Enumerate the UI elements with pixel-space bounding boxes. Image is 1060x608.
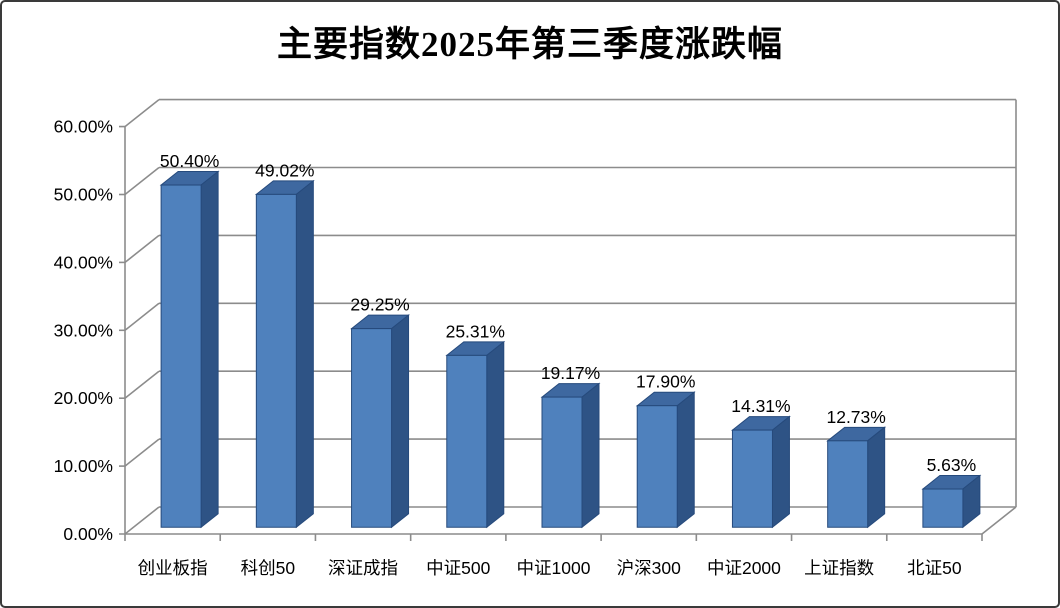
- bar-front-face: [541, 396, 583, 528]
- bar-side-face: [200, 170, 219, 529]
- bar-front-face: [160, 184, 202, 528]
- bar-side-face: [771, 415, 790, 529]
- y-axis-label: 0.00%: [63, 524, 113, 544]
- y-axis-label: 60.00%: [54, 117, 113, 137]
- bar-front-face: [351, 328, 393, 528]
- bar-front-face: [922, 488, 964, 528]
- bar-front-face: [636, 405, 678, 528]
- y-axis-label: 40.00%: [54, 252, 113, 272]
- bar-data-label: 29.25%: [350, 295, 409, 315]
- x-axis-label: 中证1000: [517, 558, 591, 578]
- bar-side-face: [295, 179, 314, 529]
- gridline-depth-connector: [124, 370, 160, 399]
- y-axis-label: 50.00%: [54, 185, 113, 205]
- floor-right-edge: [981, 506, 1017, 535]
- bar-side-face: [867, 426, 886, 529]
- bar-side-face: [486, 340, 505, 529]
- x-axis-label: 创业板指: [138, 558, 208, 578]
- bar-data-label: 17.90%: [636, 372, 695, 392]
- x-axis-label: 北证50: [907, 558, 962, 578]
- bar-data-label: 12.73%: [826, 407, 885, 427]
- bar-side-face: [676, 391, 695, 529]
- y-axis-label: 30.00%: [54, 320, 113, 340]
- x-axis-label: 深证成指: [328, 558, 398, 578]
- bar-front-face: [731, 429, 773, 528]
- gridline-depth-connector: [124, 166, 160, 196]
- y-axis-label: 10.00%: [54, 456, 113, 476]
- bar-data-label: 19.17%: [541, 363, 600, 383]
- x-axis-label: 上证指数: [804, 558, 874, 578]
- gridline-depth-connector: [124, 302, 160, 331]
- bar-data-label: 14.31%: [731, 396, 790, 416]
- bar-front-face: [255, 193, 297, 528]
- x-axis-label: 科创50: [241, 558, 296, 578]
- bar-data-label: 49.02%: [255, 160, 314, 180]
- bar-front-face: [446, 354, 488, 528]
- x-axis-label: 中证500: [426, 558, 490, 578]
- gridline-depth-connector: [124, 438, 160, 467]
- bar-data-label: 5.63%: [927, 455, 977, 475]
- chart-title: 主要指数2025年第三季度涨跌幅: [276, 25, 783, 64]
- bar-data-label: 25.31%: [446, 321, 505, 341]
- bar-data-label: 50.40%: [160, 151, 219, 171]
- gridline-depth-connector: [124, 98, 160, 128]
- bar-side-face: [391, 314, 410, 529]
- gridline-depth-connector: [124, 506, 160, 535]
- bar-front-face: [827, 440, 869, 528]
- x-axis-label: 沪深300: [617, 558, 681, 578]
- gridline-depth-connector: [124, 234, 160, 264]
- x-axis-label: 中证2000: [707, 558, 781, 578]
- bar-side-face: [581, 382, 600, 529]
- y-axis-label: 20.00%: [54, 388, 113, 408]
